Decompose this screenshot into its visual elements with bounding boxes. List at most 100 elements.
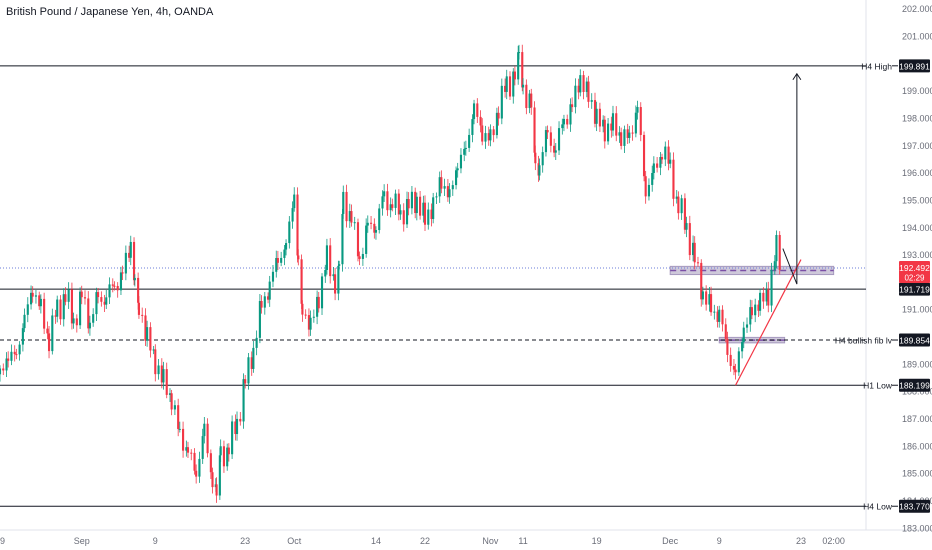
x-tick-label: 19: [592, 536, 602, 546]
y-tick-label: 191.000: [902, 305, 932, 315]
candle-body: [438, 177, 441, 197]
candle-body: [656, 163, 659, 168]
candle-body: [394, 193, 397, 208]
candle-body: [113, 285, 116, 287]
candle-body: [435, 196, 438, 198]
candle-body: [255, 337, 258, 348]
candle-body: [593, 100, 597, 124]
y-tick-label: 193.000: [902, 250, 932, 260]
candle-body: [562, 118, 566, 125]
candle-body: [419, 196, 422, 216]
candle-body: [276, 258, 279, 263]
candle-body: [21, 328, 24, 345]
candle-body: [341, 213, 344, 265]
candle-body: [219, 446, 222, 456]
candle-body: [701, 291, 704, 300]
candle-body: [83, 297, 87, 299]
candle-body: [495, 112, 498, 136]
candle-body: [198, 458, 201, 477]
candle-body: [168, 393, 172, 395]
candle-body: [70, 289, 73, 324]
level-price-badge: [899, 282, 930, 296]
candle-body: [415, 196, 418, 214]
candle-body: [525, 84, 528, 109]
candle-body: [729, 354, 732, 366]
candle-body: [26, 304, 29, 315]
candle-body: [517, 52, 520, 80]
candle-body: [585, 81, 588, 92]
candle-body: [46, 328, 49, 334]
candle-body: [522, 84, 525, 88]
candle-body: [513, 71, 516, 80]
candle-body: [234, 421, 237, 435]
candle-body: [119, 272, 123, 291]
candle-body: [440, 177, 443, 189]
candle-body: [553, 145, 556, 153]
x-tick-label: Dec: [662, 536, 679, 546]
candle-body: [644, 176, 647, 197]
candle-body: [195, 470, 198, 477]
current-price-label: 192.492: [899, 263, 930, 273]
candle-body: [334, 274, 337, 294]
y-tick-label: 195.000: [902, 195, 932, 205]
candle-body: [283, 249, 286, 258]
candle-body: [549, 132, 552, 146]
candle-body: [247, 357, 250, 384]
candle-body: [705, 291, 708, 305]
candle-body: [239, 418, 242, 422]
candle-body: [250, 357, 253, 369]
candle-body: [618, 132, 621, 136]
candle-body: [448, 189, 451, 198]
candle-body: [595, 108, 598, 124]
candle-body: [561, 124, 564, 129]
candle-body: [369, 222, 373, 224]
candle-body: [317, 296, 320, 309]
candle-body: [660, 157, 664, 160]
candle-body: [381, 196, 384, 209]
candle-body: [137, 277, 140, 303]
candle-body: [451, 185, 454, 190]
candle-body: [770, 269, 773, 306]
candle-body: [300, 259, 303, 304]
candle-body: [685, 223, 688, 230]
candle-body: [500, 85, 503, 119]
candle-body: [316, 296, 319, 317]
chart-title: British Pound / Japanese Yen, 4h, OANDA: [6, 6, 214, 18]
candle-body: [669, 159, 672, 164]
candle-body: [708, 294, 711, 305]
candle-body: [659, 157, 662, 168]
candle-body: [652, 163, 655, 173]
candle-body: [481, 125, 484, 142]
candle-body: [636, 107, 639, 113]
candle-body: [178, 428, 181, 430]
candle-body: [267, 296, 270, 300]
candle-body: [479, 116, 482, 126]
candle-body: [338, 264, 341, 266]
candle-body: [422, 202, 425, 216]
candle-body: [750, 307, 753, 316]
candle-body: [504, 85, 507, 92]
y-tick-label: 197.000: [902, 141, 932, 151]
candle-body: [734, 369, 737, 373]
candle-body: [144, 315, 147, 341]
candle-body: [374, 230, 378, 233]
candle-body: [607, 123, 610, 142]
candle-body: [291, 208, 294, 222]
candle-body: [87, 298, 90, 329]
candle-body: [13, 351, 16, 355]
candle-body: [59, 299, 62, 320]
candle-body: [332, 274, 335, 277]
candle-body: [18, 344, 21, 355]
y-tick-label: 199.000: [902, 86, 932, 96]
y-tick-label: 201.000: [902, 32, 932, 42]
level-price-badge: [899, 59, 930, 73]
candle-body: [111, 284, 114, 286]
x-tick-label: 22: [420, 536, 430, 546]
candle-body: [95, 292, 98, 315]
candle-body: [218, 455, 221, 496]
candle-body: [165, 369, 168, 395]
candle-body: [700, 262, 703, 300]
candle-body: [603, 119, 606, 142]
candle-body: [242, 379, 245, 422]
